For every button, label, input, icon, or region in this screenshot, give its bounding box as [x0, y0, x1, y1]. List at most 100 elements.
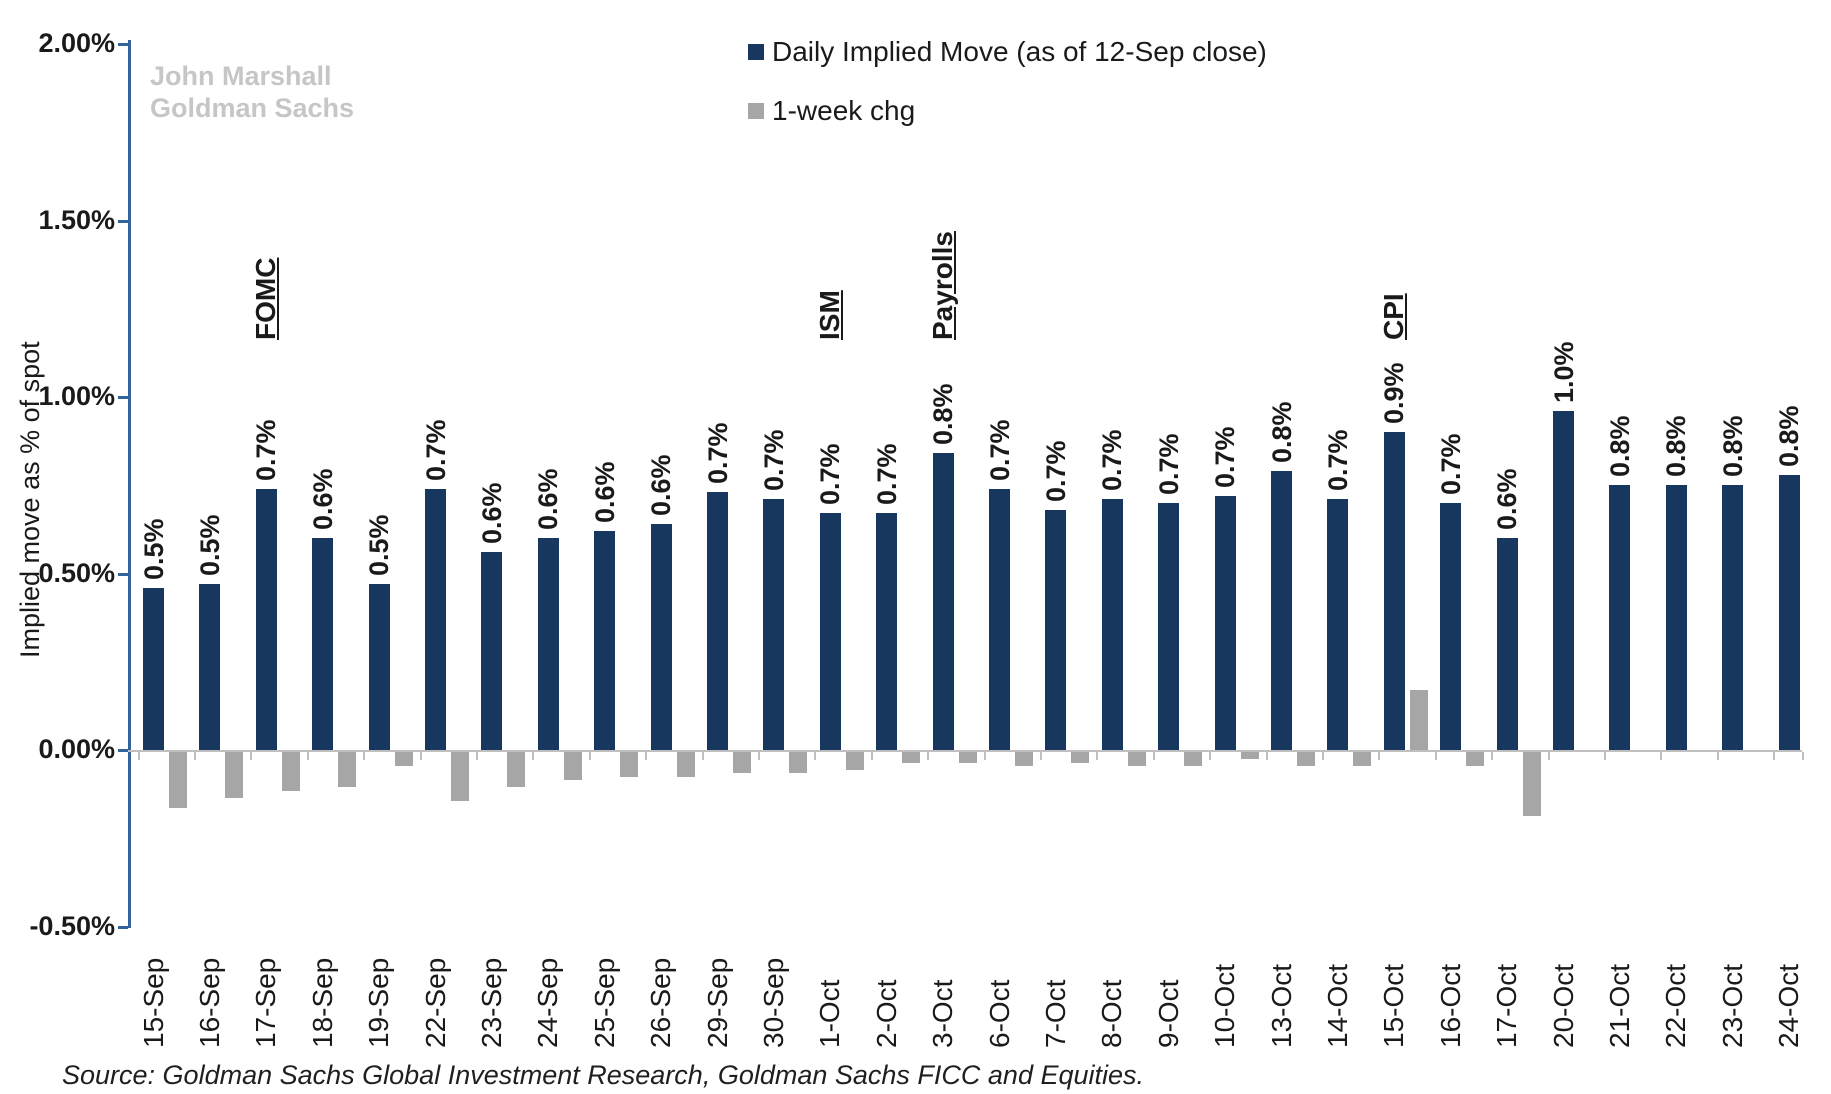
- weekly-change-bar: [733, 752, 751, 774]
- bar-value-label: 0.5%: [364, 514, 395, 577]
- daily-move-bar: [707, 492, 728, 750]
- bar-value-label: 0.7%: [702, 422, 733, 485]
- bar-value-label: 0.7%: [1210, 426, 1241, 488]
- x-axis-tick: [306, 752, 309, 760]
- legend-item-daily-implied-move: Daily Implied Move (as of 12-Sep close): [748, 36, 1267, 68]
- daily-move-bar: [932, 453, 954, 750]
- bar-value-label: 0.6%: [307, 468, 338, 531]
- x-axis-label: 20-Oct: [1547, 963, 1579, 1048]
- daily-move-bar: [537, 538, 559, 750]
- daily-move-bar: [763, 499, 785, 750]
- x-axis-tick: [814, 752, 817, 760]
- bar-value-label: 0.7%: [251, 419, 282, 481]
- x-axis-tick: [701, 752, 704, 760]
- x-axis-tick: [363, 752, 366, 760]
- daily-move-bar: [368, 584, 390, 750]
- x-axis-label: 9-Oct: [1152, 979, 1184, 1048]
- event-annotation: FOMC: [250, 257, 282, 340]
- bar-value-label: 0.8%: [1604, 415, 1635, 478]
- daily-move-bar: [199, 584, 221, 750]
- daily-move-bar: [876, 513, 898, 750]
- daily-move-bar: [481, 552, 503, 750]
- x-axis-label: 21-Oct: [1603, 963, 1635, 1048]
- x-axis-tick: [1547, 752, 1550, 760]
- x-axis-tick: [1322, 752, 1324, 760]
- y-axis-tick: [118, 925, 128, 929]
- weekly-change-bar: [225, 752, 244, 798]
- daily-move-bar: [1101, 499, 1123, 750]
- weekly-change-bar: [1409, 689, 1428, 750]
- bar-value-label: 0.5%: [138, 518, 169, 580]
- bar-value-label: 0.8%: [1717, 415, 1748, 478]
- bar-value-label: 0.7%: [1322, 429, 1353, 492]
- legend-label-one-week-chg: 1-week chg: [772, 95, 916, 126]
- weekly-change-bar: [1184, 752, 1203, 767]
- daily-move-bar: [1383, 432, 1405, 750]
- daily-move-bar: [1045, 509, 1067, 750]
- bar-value-label: 0.5%: [194, 514, 225, 577]
- legend-label-daily-implied-move: Daily Implied Move (as of 12-Sep close): [772, 36, 1267, 67]
- bar-value-label: 0.7%: [1040, 440, 1071, 502]
- x-axis-tick: [927, 752, 930, 760]
- daily-move-bar: [1778, 474, 1800, 750]
- daily-move-bar: [1271, 471, 1292, 750]
- y-axis-tick-label: 0.00%: [38, 734, 115, 764]
- daily-move-bar: [1158, 502, 1180, 750]
- bar-value-label: 0.8%: [1774, 405, 1805, 467]
- x-axis-tick: [645, 752, 648, 760]
- weekly-change-bar: [1522, 752, 1541, 816]
- x-axis-tick: [1604, 752, 1606, 760]
- watermark-line-2: Goldman Sachs: [150, 93, 355, 123]
- x-axis-label: 22-Sep: [419, 957, 451, 1048]
- weekly-change-bar: [169, 752, 187, 809]
- bar-value-label: 0.6%: [476, 482, 507, 545]
- weekly-change-bar: [789, 752, 808, 774]
- x-axis-label: 17-Sep: [250, 957, 282, 1048]
- bar-value-label: 0.7%: [1097, 429, 1128, 492]
- x-axis-label: 19-Sep: [363, 957, 395, 1048]
- watermark: John Marshall Goldman Sachs: [150, 60, 354, 124]
- daily-move-bar: [255, 488, 277, 750]
- y-axis-tick-label: 0.50%: [38, 557, 115, 588]
- weekly-change-bar: [507, 752, 526, 788]
- weekly-change-bar: [1240, 752, 1259, 760]
- source-text: Source: Goldman Sachs Global Investment …: [62, 1060, 1145, 1090]
- daily-move-bar: [1327, 499, 1349, 750]
- x-axis-tick: [1773, 752, 1776, 760]
- weekly-change-bar: [394, 752, 413, 767]
- y-axis-tick: [118, 219, 128, 223]
- x-axis-tick: [758, 752, 760, 760]
- x-axis-tick: [1040, 752, 1042, 760]
- weekly-change-bar: [620, 752, 639, 777]
- event-annotation: Payrolls: [927, 231, 959, 340]
- daily-move-bar: [312, 538, 334, 750]
- bar-value-label: 0.8%: [1266, 401, 1297, 464]
- x-axis-tick: [1152, 752, 1155, 760]
- weekly-change-bar: [1015, 752, 1033, 767]
- x-axis-label: 23-Sep: [475, 957, 507, 1048]
- daily-move-bar: [819, 513, 841, 750]
- weekly-change-bar: [958, 752, 977, 763]
- x-axis-tick: [870, 752, 873, 760]
- x-axis-tick: [1716, 752, 1719, 760]
- weekly-change-bar: [563, 752, 582, 781]
- x-axis-label: 3-Oct: [927, 979, 959, 1048]
- weekly-change-bar: [845, 752, 864, 770]
- x-axis-label: 22-Oct: [1660, 963, 1692, 1048]
- legend-swatch-gray-icon: [748, 103, 764, 119]
- x-axis-label: 16-Oct: [1434, 963, 1466, 1048]
- x-axis-label: 2-Oct: [870, 979, 902, 1048]
- x-axis-tick: [1434, 752, 1437, 760]
- x-axis-tick: [476, 752, 478, 760]
- bar-value-label: 0.8%: [1661, 415, 1692, 478]
- x-axis-label: 6-Oct: [983, 979, 1015, 1048]
- x-axis-label: 23-Oct: [1716, 963, 1748, 1048]
- x-axis-label: 24-Oct: [1773, 963, 1805, 1048]
- legend-swatch-navy-icon: [748, 44, 764, 60]
- bar-value-label: 1.0%: [1548, 341, 1579, 404]
- legend-item-one-week-chg: 1-week chg: [748, 95, 915, 127]
- weekly-change-bar: [1353, 752, 1372, 767]
- event-annotation: CPI: [1378, 293, 1410, 340]
- x-axis-tick: [1802, 752, 1804, 760]
